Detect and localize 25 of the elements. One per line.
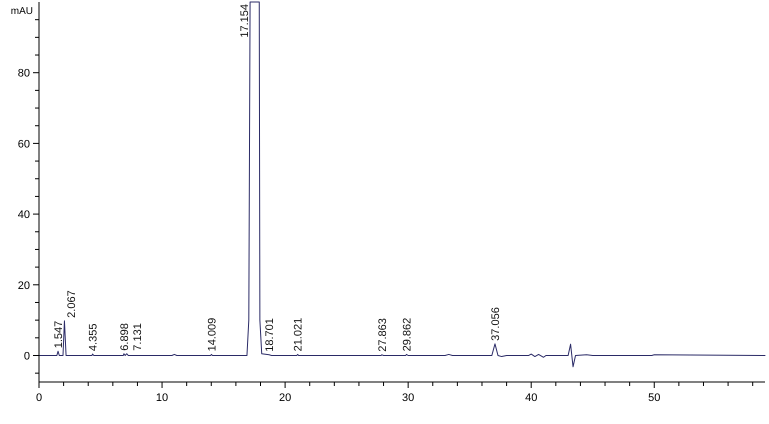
y-tick-label: 0 — [24, 350, 30, 362]
annotation: 21.021 — [292, 318, 305, 352]
y-tick-label: 20 — [18, 280, 30, 292]
x-tick-label: 0 — [36, 392, 42, 404]
y-tick-label: 80 — [18, 68, 30, 80]
annotation: 29.862 — [401, 318, 414, 352]
annotation: 17.154 — [239, 4, 252, 38]
line-series — [38, 2, 766, 368]
x-tick-label: 20 — [278, 392, 292, 404]
annotation: 14.009 — [206, 318, 218, 352]
annotation: 7.131 — [132, 323, 144, 351]
y-tick-label: 40 — [18, 209, 30, 222]
annotation: 4.355 — [88, 324, 100, 352]
y-axis-title: mAU — [10, 6, 33, 17]
x-tick-label: 30 — [402, 392, 414, 404]
y-tick-label: 60 — [18, 138, 30, 150]
x-tick-label: 10 — [156, 392, 168, 404]
x-tick-label: 50 — [648, 392, 660, 404]
annotation: 27.863 — [376, 318, 389, 352]
annotation: 6.898 — [118, 323, 131, 351]
annotation: 1.547 — [53, 320, 66, 348]
annotation: 18.701 — [264, 318, 276, 352]
annotation: 2.067 — [66, 290, 78, 318]
annotation: 37.056 — [490, 307, 502, 341]
x-tick-label: 40 — [525, 392, 538, 404]
